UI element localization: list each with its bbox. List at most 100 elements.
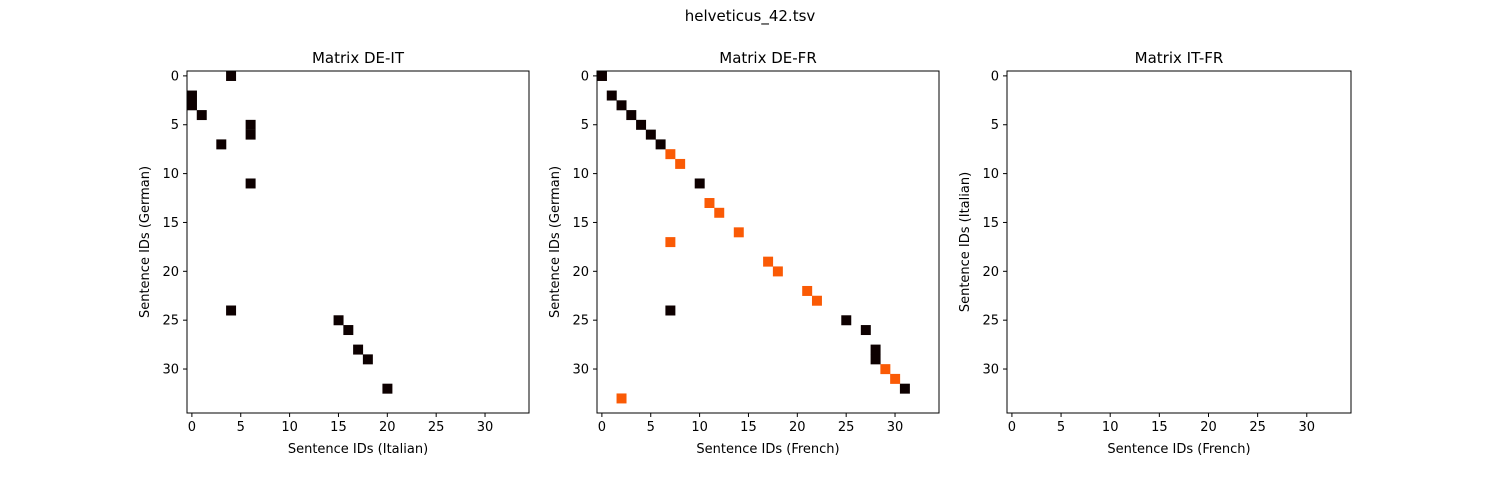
x-tick-label: 25: [838, 420, 855, 435]
y-tick-label: 5: [171, 118, 179, 133]
x-tick-label: 25: [1249, 420, 1266, 435]
y-tick-label: 15: [162, 216, 179, 231]
heatmap-cell: [636, 119, 647, 130]
panel-matrix-de-it: 0 5 10 15 20 25 30 0 5 10 15 20 25 30 Matrix DE-IT Sent…: [138, 49, 530, 457]
heatmap-cell: [704, 198, 715, 208]
heatmap-cell: [597, 71, 607, 81]
x-tick-label: 25: [428, 420, 445, 435]
y-axis-label: Sentence IDs (Italian): [958, 172, 973, 312]
heatmap-cell: [216, 139, 227, 150]
heatmap-cell: [616, 393, 627, 404]
axes-frame: [186, 70, 530, 414]
heatmap-cell: [645, 129, 656, 140]
heatmap-cell: [860, 325, 871, 336]
heatmap-cell: [665, 305, 676, 316]
figure-suptitle: helveticus_42.tsv: [685, 7, 816, 26]
panel-matrix-it-fr: 0 5 10 15 20 25 30 0 5 10 15 20 25 30 Matrix IT-FR Sent…: [958, 49, 1352, 457]
panel-title: Matrix DE-IT: [312, 49, 405, 67]
y-tick-label: 30: [982, 363, 999, 378]
heatmap-cell: [880, 364, 891, 375]
y-tick-label: 20: [982, 265, 999, 280]
x-tick-label: 15: [1151, 420, 1168, 435]
plot-area: [1007, 71, 1351, 413]
y-tick-label: 25: [162, 314, 179, 329]
x-tick-label: 0: [1008, 420, 1016, 435]
x-tick-label: 20: [379, 420, 396, 435]
heatmap-cell: [353, 344, 364, 355]
heatmap-cell: [187, 90, 197, 101]
x-axis-label: Sentence IDs (French): [1107, 442, 1250, 457]
axes-frame: [1006, 70, 1352, 414]
heatmap-cell: [763, 256, 774, 267]
plot-area: [597, 71, 939, 413]
x-tick-label: 20: [789, 420, 806, 435]
y-tick-label: 10: [162, 167, 179, 182]
x-tick-label: 20: [1200, 420, 1217, 435]
heatmap-cell: [694, 178, 705, 189]
y-axis-label: Sentence IDs (German): [138, 166, 153, 318]
heatmap-cell: [841, 315, 852, 326]
heatmap-cell: [196, 110, 207, 121]
y-axis-label: Sentence IDs (German): [548, 166, 563, 318]
y-tick-label: 10: [982, 167, 999, 182]
y-tick-label: 5: [581, 118, 589, 133]
y-tick-label: 30: [572, 363, 589, 378]
x-tick-label: 5: [237, 420, 245, 435]
x-axis-label: Sentence IDs (French): [696, 442, 839, 457]
x-tick-label: 10: [1102, 420, 1119, 435]
panel-matrix-de-fr: 0 5 10 15 20 25 30 0 5 10 15 20 25 30 Matrix DE-FR Sent…: [548, 49, 940, 457]
heatmap-cell: [226, 305, 237, 316]
x-tick-label: 30: [887, 420, 904, 435]
x-tick-label: 5: [1057, 420, 1065, 435]
heatmap-cell: [890, 373, 901, 384]
heatmap-cell: [382, 383, 393, 394]
heatmap-cell: [899, 383, 910, 394]
heatmap-cell: [870, 344, 881, 355]
y-tick-label: 15: [572, 216, 589, 231]
heatmap-cell: [245, 119, 256, 130]
heatmap-cell: [733, 227, 744, 238]
x-tick-label: 10: [691, 420, 708, 435]
y-tick-label: 0: [171, 69, 179, 84]
heatmap-cell: [665, 237, 676, 248]
heatmap-cell: [616, 100, 627, 111]
x-tick-label: 10: [281, 420, 298, 435]
y-tick-label: 0: [581, 69, 589, 84]
heatmap-cell: [870, 354, 881, 365]
heatmap-cell: [606, 90, 617, 101]
x-tick-label: 30: [477, 420, 494, 435]
y-tick-label: 20: [572, 265, 589, 280]
heatmap-cell: [811, 295, 822, 306]
x-tick-label: 0: [598, 420, 606, 435]
y-tick-label: 0: [991, 69, 999, 84]
x-tick-label: 15: [330, 420, 347, 435]
y-tick-label: 10: [572, 167, 589, 182]
heatmap-cell: [333, 315, 344, 326]
y-tick-label: 25: [982, 314, 999, 329]
y-tick-label: 30: [162, 363, 179, 378]
x-tick-label: 0: [188, 420, 196, 435]
x-tick-label: 15: [740, 420, 757, 435]
x-tick-label: 30: [1298, 420, 1315, 435]
heatmap-cell: [343, 325, 354, 336]
heatmap-cell: [187, 100, 197, 111]
heatmap-cell: [714, 207, 725, 218]
heatmap-cell: [772, 266, 783, 277]
heatmap-cell: [802, 285, 813, 296]
heatmap-cell: [245, 129, 256, 140]
heatmap-cell: [655, 139, 666, 150]
axes-frame: [596, 70, 940, 414]
y-tick-label: 20: [162, 265, 179, 280]
heatmap-cell: [226, 71, 237, 81]
heatmap-cell: [245, 178, 256, 189]
y-tick-label: 25: [572, 314, 589, 329]
x-axis-label: Sentence IDs (Italian): [288, 442, 428, 457]
heatmap-cell: [665, 149, 676, 160]
y-tick-label: 5: [991, 118, 999, 133]
plot-area: [187, 71, 529, 413]
heatmap-cell: [675, 158, 686, 169]
x-tick-label: 5: [647, 420, 655, 435]
heatmap-cell: [626, 110, 637, 121]
heatmap-cell: [362, 354, 373, 365]
